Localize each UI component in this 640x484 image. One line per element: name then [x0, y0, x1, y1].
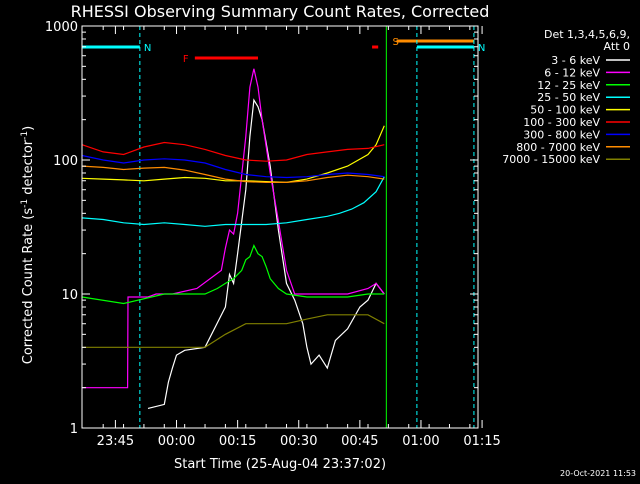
x-tick-label-1: 00:00 — [158, 434, 195, 449]
x-tick-label-4: 00:45 — [341, 434, 378, 449]
legend-label-2: 12 - 25 keV — [537, 79, 600, 92]
y-tick-label-0: 1 — [70, 422, 78, 437]
legend-header-line2: Att 0 — [604, 40, 630, 53]
series-line-1 — [82, 68, 385, 389]
x-tick-label-0: 23:45 — [97, 434, 134, 449]
x-axis-label: Start Time (25-Aug-04 23:37:02) — [174, 457, 386, 472]
legend-label-4: 50 - 100 keV — [530, 104, 600, 117]
y-axis-label-mid: detector — [21, 139, 36, 199]
legend-label-5: 100 - 300 keV — [523, 116, 600, 129]
legend-label-7: 800 - 7000 keV — [516, 141, 600, 154]
flag-label-1: N — [478, 43, 485, 54]
series-line-5 — [81, 141, 385, 162]
y-axis-label-exp2: -1 — [20, 131, 30, 140]
x-tick-label-6: 01:15 — [463, 434, 500, 449]
x-tick-label-3: 00:30 — [280, 434, 317, 449]
plot-frame — [81, 25, 479, 429]
x-tick-label-5: 01:00 — [402, 434, 439, 449]
series-line-6 — [81, 154, 385, 179]
y-axis-label-main: Corrected Count Rate (s — [21, 208, 36, 365]
series-line-7 — [81, 165, 385, 183]
series-line-2 — [81, 243, 385, 305]
flag-label-4: S — [393, 37, 399, 48]
chart-title: RHESSI Observing Summary Count Rates, Co… — [71, 2, 490, 21]
series-line-8 — [82, 314, 385, 348]
y-tick-label-2: 100 — [53, 154, 78, 169]
legend-label-6: 300 - 800 keV — [523, 128, 600, 141]
y-axis-label-end: ) — [21, 126, 36, 131]
legend-label-0: 3 - 6 keV — [551, 54, 600, 67]
series-line-4 — [81, 125, 385, 184]
y-tick-label-3: 1000 — [45, 20, 78, 35]
y-axis-label-exp1: -1 — [20, 199, 30, 208]
plot-layer: N N F S 1 10 100 1000 23:45 00:00 00:15 00:30 00:45 0… — [45, 20, 501, 449]
y-tick-label-1: 10 — [61, 288, 78, 303]
x-tick-label-2: 00:15 — [219, 434, 256, 449]
series-line-3 — [81, 176, 385, 227]
footer-date: 20-Oct-2021 11:53 — [560, 469, 636, 478]
legend-label-1: 6 - 12 keV — [544, 66, 600, 79]
flag-label-0: N — [144, 43, 151, 54]
legend-label-8: 7000 - 15000 keV — [502, 153, 600, 166]
y-axis-label: Corrected Count Rate (s-1 detector-1) — [20, 126, 36, 364]
legend-label-3: 25 - 50 keV — [537, 91, 600, 104]
legend-header-line1: Det 1,3,4,5,6,9, — [544, 28, 630, 41]
flag-label-2: F — [183, 54, 189, 65]
